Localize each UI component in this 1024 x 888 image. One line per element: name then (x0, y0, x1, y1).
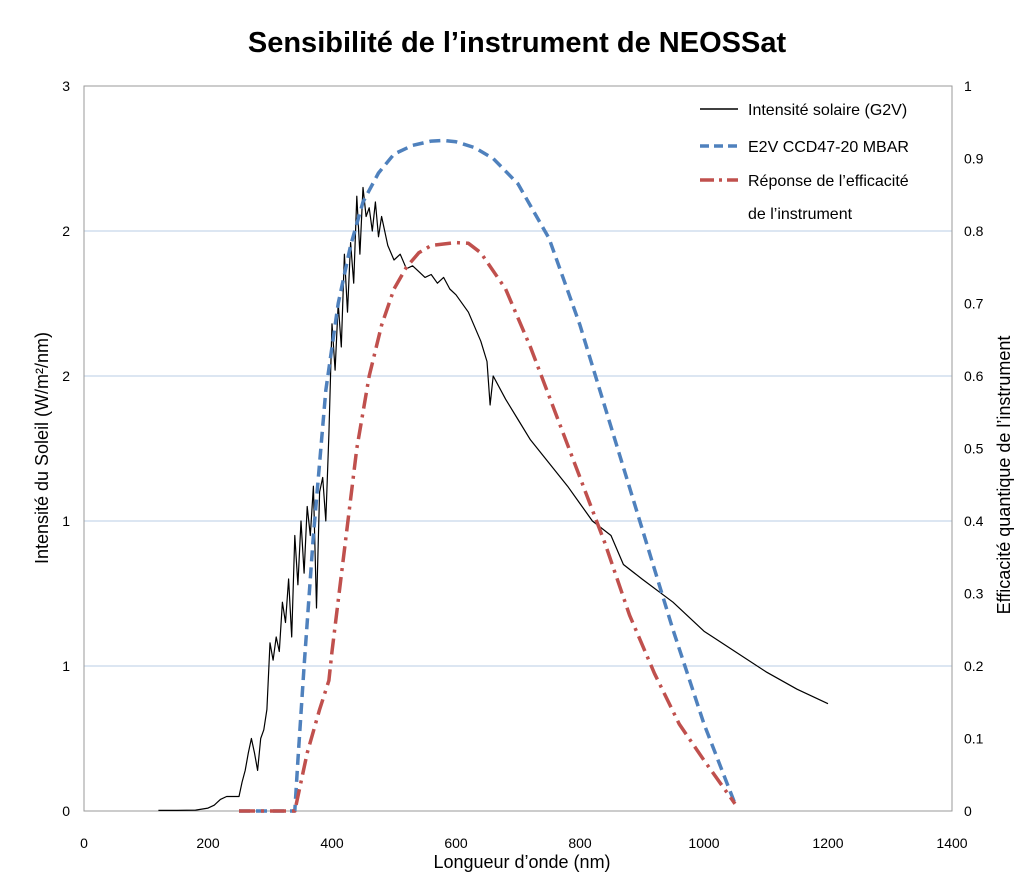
legend-label-ccd: E2V CCD47-20 MBAR (748, 139, 909, 156)
grid-lines (84, 230, 952, 667)
y-left-tick-label: 0 (62, 803, 70, 819)
y-right-tick-label: 0.7 (964, 296, 984, 312)
axis-ticks: 0 1 1 2 2 3 0 0.1 0.2 0.3 0.4 0.5 0.6 0.7 0.8 0.9 1 0 200 4… (62, 78, 983, 851)
x-tick-label: 1200 (812, 835, 843, 851)
y-right-tick-label: 1 (964, 78, 972, 94)
legend-label-solar: Intensité solaire (G2V) (748, 102, 907, 119)
x-tick-label: 1400 (936, 835, 967, 851)
y-right-tick-label: 0.3 (964, 586, 984, 602)
y-left-tick-label: 3 (62, 78, 70, 94)
plot-area-border (83, 85, 953, 812)
y-left-tick-label: 1 (62, 513, 70, 529)
y-right-tick-label: 0.1 (964, 731, 984, 747)
y-right-tick-label: 0 (964, 803, 972, 819)
y-right-tick-label: 0.6 (964, 368, 984, 384)
x-tick-label: 800 (568, 835, 592, 851)
series-line-0 (158, 186, 829, 811)
y-axis-left-label: Intensité du Soleil (W/m²/nm) (32, 332, 52, 564)
x-tick-label: 600 (444, 835, 468, 851)
x-tick-label: 400 (320, 835, 344, 851)
y-right-tick-label: 0.2 (964, 658, 984, 674)
legend: Intensité solaire (G2V) E2V CCD47-20 MBA… (700, 102, 909, 223)
legend-label-response: Réponse de l’efficacité (748, 173, 909, 190)
chart-title: Sensibilité de l’instrument de NEOSSat (248, 27, 787, 59)
y-right-tick-label: 0.8 (964, 223, 984, 239)
series-line-2 (239, 240, 737, 813)
x-tick-label: 200 (196, 835, 220, 851)
series-lines (158, 138, 829, 813)
x-axis-label: Longueur d’onde (nm) (433, 852, 610, 872)
y-left-tick-label: 1 (62, 658, 70, 674)
y-right-tick-label: 0.4 (964, 513, 984, 529)
x-tick-label: 1000 (688, 835, 719, 851)
legend-label-response-line2: de l’instrument (748, 206, 853, 223)
y-left-tick-label: 2 (62, 368, 70, 384)
y-axis-right-label: Efficacité quantique de l’instrument (994, 336, 1014, 615)
y-right-tick-label: 0.5 (964, 441, 984, 457)
y-right-tick-label: 0.9 (964, 151, 984, 167)
series-line-1 (239, 138, 737, 813)
y-left-tick-label: 2 (62, 223, 70, 239)
x-tick-label: 0 (80, 835, 88, 851)
